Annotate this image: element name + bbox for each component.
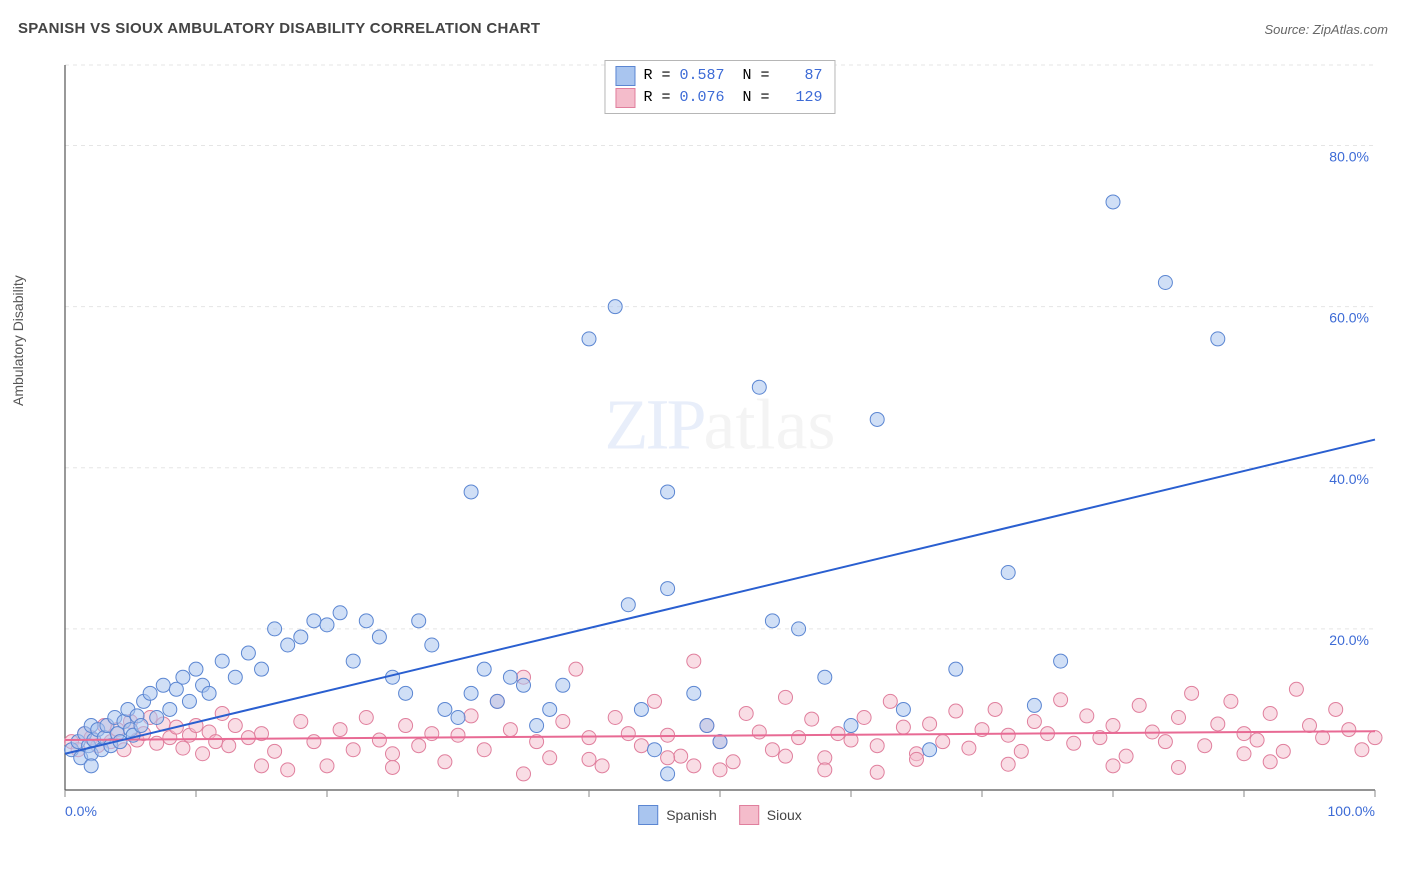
legend-item-sioux: Sioux: [739, 805, 802, 825]
legend-item-spanish: Spanish: [638, 805, 717, 825]
chart-area: ZIPatlas R = 0.587 N = 87 R = 0.076 N = …: [50, 55, 1390, 825]
svg-text:100.0%: 100.0%: [1328, 803, 1375, 819]
swatch-sioux: [615, 88, 635, 108]
scatter-plot: 20.0% 40.0% 60.0% 80.0% 0.0% 100.0%: [50, 55, 1390, 825]
stats-row-sioux: R = 0.076 N = 129: [615, 87, 822, 109]
svg-text:80.0%: 80.0%: [1329, 149, 1369, 165]
svg-text:0.0%: 0.0%: [65, 803, 97, 819]
y-axis-label: Ambulatory Disability: [10, 275, 26, 406]
legend-label: Sioux: [767, 807, 802, 823]
swatch-spanish: [615, 66, 635, 86]
svg-text:40.0%: 40.0%: [1329, 471, 1369, 487]
legend-label: Spanish: [666, 807, 717, 823]
stats-row-spanish: R = 0.587 N = 87: [615, 65, 822, 87]
svg-text:20.0%: 20.0%: [1329, 632, 1369, 648]
series-legend: Spanish Sioux: [638, 805, 802, 825]
swatch-sioux-icon: [739, 805, 759, 825]
swatch-spanish-icon: [638, 805, 658, 825]
chart-title: SPANISH VS SIOUX AMBULATORY DISABILITY C…: [18, 20, 540, 37]
source-attribution: Source: ZipAtlas.com: [1264, 22, 1388, 37]
svg-text:60.0%: 60.0%: [1329, 310, 1369, 326]
stats-legend: R = 0.587 N = 87 R = 0.076 N = 129: [604, 60, 835, 114]
